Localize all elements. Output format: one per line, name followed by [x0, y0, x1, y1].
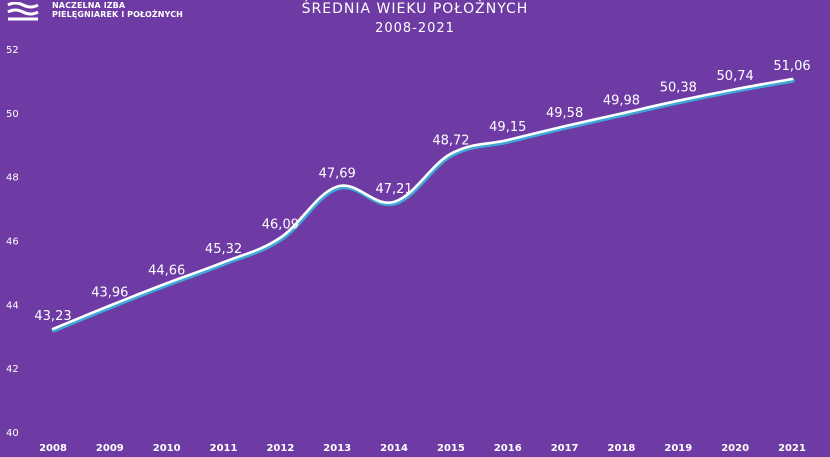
y-tick-label: 44: [6, 300, 19, 311]
data-label: 48,72: [432, 134, 469, 149]
y-tick-label: 46: [6, 237, 19, 248]
data-label: 49,15: [489, 120, 526, 135]
x-tick-label: 2015: [437, 443, 465, 454]
data-label: 47,69: [319, 167, 356, 182]
data-label: 50,74: [717, 69, 754, 84]
x-tick-label: 2008: [39, 443, 67, 454]
x-tick-label: 2013: [323, 443, 351, 454]
x-tick-label: 2009: [96, 443, 124, 454]
x-tick-label: 2014: [380, 443, 408, 454]
data-label: 43,96: [91, 286, 128, 301]
x-tick-label: 2020: [721, 443, 749, 454]
data-label: 43,23: [34, 309, 71, 324]
data-label: 50,38: [660, 81, 697, 96]
naczelna-izba-logo-icon: [7, 2, 39, 21]
y-tick-label: 48: [6, 173, 19, 184]
y-tick-label: 40: [6, 428, 19, 439]
y-tick-label: 50: [6, 109, 19, 120]
data-label: 51,06: [773, 59, 810, 74]
logo-line-2: PIELĘGNIAREK I POŁOŻNYCH: [52, 10, 183, 19]
y-tick-label: 52: [6, 45, 19, 56]
x-tick-label: 2016: [494, 443, 522, 454]
logo-text: NACZELNA IZBA PIELĘGNIAREK I POŁOŻNYCH: [52, 1, 183, 19]
data-label: 46,09: [262, 218, 299, 233]
chart-subtitle: 2008-2021: [375, 21, 455, 36]
series-line-shadow: [51, 78, 795, 333]
data-label: 49,98: [603, 93, 640, 108]
data-label: 49,58: [546, 106, 583, 121]
y-tick-label: 42: [6, 364, 19, 375]
data-label: 47,21: [375, 182, 412, 197]
logo-line-1: NACZELNA IZBA: [52, 1, 126, 10]
x-tick-label: 2017: [551, 443, 579, 454]
data-label: 44,66: [148, 263, 185, 278]
x-tick-label: 2021: [778, 443, 806, 454]
x-tick-label: 2011: [210, 443, 238, 454]
x-tick-label: 2018: [608, 443, 636, 454]
x-tick-label: 2012: [266, 443, 294, 454]
series-line: [51, 77, 794, 331]
x-tick-label: 2019: [664, 443, 692, 454]
data-label: 45,32: [205, 242, 242, 257]
x-tick-label: 2010: [153, 443, 181, 454]
chart-title: ŚREDNIA WIEKU POŁOŻNYCH: [301, 1, 529, 17]
